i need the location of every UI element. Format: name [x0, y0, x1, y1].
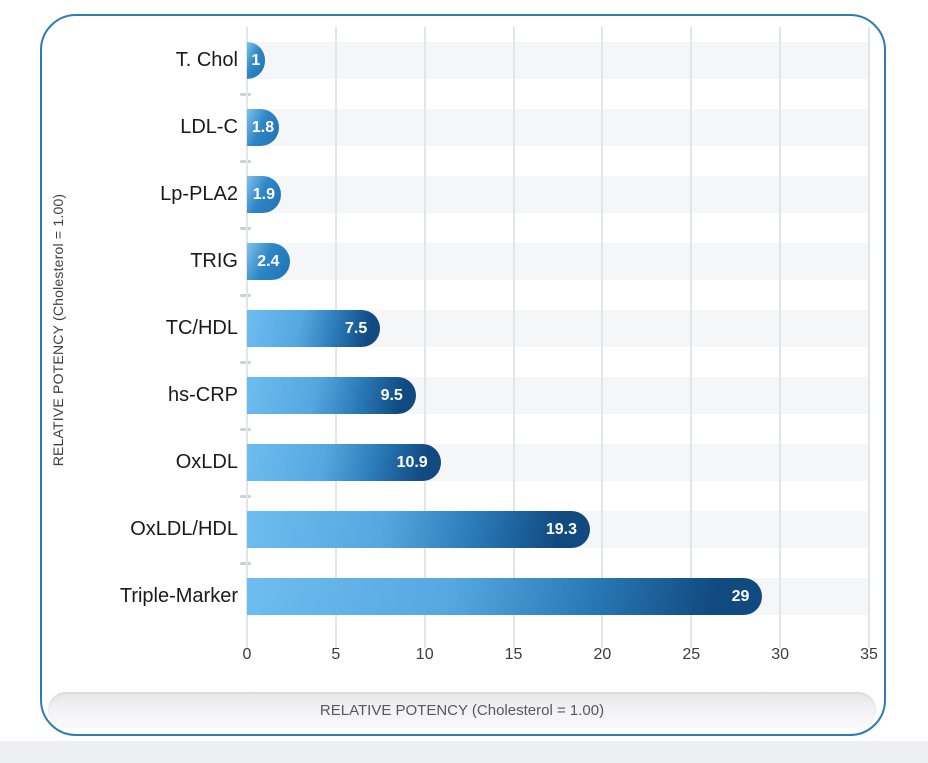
category-label: OxLDL	[175, 451, 238, 473]
bar: 10.9	[247, 444, 441, 481]
x-tick-label: 25	[682, 646, 701, 663]
x-tick-label: 20	[593, 646, 612, 663]
row-stripe	[247, 42, 869, 79]
bar: 1.8	[247, 109, 279, 146]
bar: 29	[247, 578, 763, 615]
bar-value-label: 1	[251, 51, 261, 69]
row-stripe	[247, 176, 869, 213]
row-divider-tick	[240, 561, 251, 565]
gridline	[601, 27, 604, 648]
bar: 19.3	[247, 511, 590, 548]
bar-value-label: 29	[731, 587, 750, 605]
row-divider-tick	[240, 427, 251, 431]
gridline	[512, 27, 515, 648]
bar-value-label: 1.9	[252, 185, 275, 203]
category-label: LDL-C	[180, 116, 238, 138]
x-tick-label: 5	[331, 646, 341, 663]
category-label: TRIG	[190, 250, 238, 272]
bar-value-label: 10.9	[396, 453, 428, 471]
x-axis-banner: RELATIVE POTENCY (Cholesterol = 1.00)	[48, 692, 876, 728]
bar-value-label: 1.8	[251, 118, 275, 136]
row-stripe	[247, 243, 869, 280]
page-bottom-strip	[0, 741, 928, 763]
bar: 7.5	[247, 310, 381, 347]
x-tick-label: 0	[242, 646, 252, 663]
bar-value-label: 2.4	[257, 252, 280, 270]
x-axis-banner-label: RELATIVE POTENCY (Cholesterol = 1.00)	[319, 701, 605, 719]
category-label: hs-CRP	[167, 384, 238, 406]
x-tick-label: 10	[415, 646, 434, 663]
bar-value-label: 9.5	[380, 386, 403, 404]
row-divider-tick	[240, 360, 251, 364]
row-divider-tick	[240, 494, 251, 498]
bar: 9.5	[247, 377, 416, 414]
row-divider-tick	[240, 159, 251, 163]
gridline	[690, 27, 693, 648]
category-label: T. Chol	[175, 49, 238, 71]
bar: 1.9	[247, 176, 281, 213]
category-label: OxLDL/HDL	[130, 518, 238, 540]
gridline	[779, 27, 782, 648]
row-divider-tick	[240, 293, 251, 297]
row-divider-tick	[240, 92, 251, 96]
x-tick-label: 15	[504, 646, 523, 663]
bar: 1	[247, 42, 265, 79]
bar: 2.4	[247, 243, 290, 280]
x-tick-label: 35	[860, 646, 878, 663]
row-stripe	[247, 109, 869, 146]
x-tick-label: 30	[771, 646, 790, 663]
category-label: Lp-PLA2	[160, 183, 238, 205]
category-label: Triple-Marker	[119, 585, 238, 607]
row-divider-tick	[240, 226, 251, 230]
bar-value-label: 7.5	[345, 319, 368, 337]
bar-value-label: 19.3	[545, 520, 577, 538]
gridline	[868, 27, 870, 648]
plot-area: 1 1.8 1.9 2.4 7.5 9.5 10.9 19.3 29	[240, 27, 870, 648]
category-label: TC/HDL	[165, 317, 238, 339]
gridline	[423, 27, 426, 648]
